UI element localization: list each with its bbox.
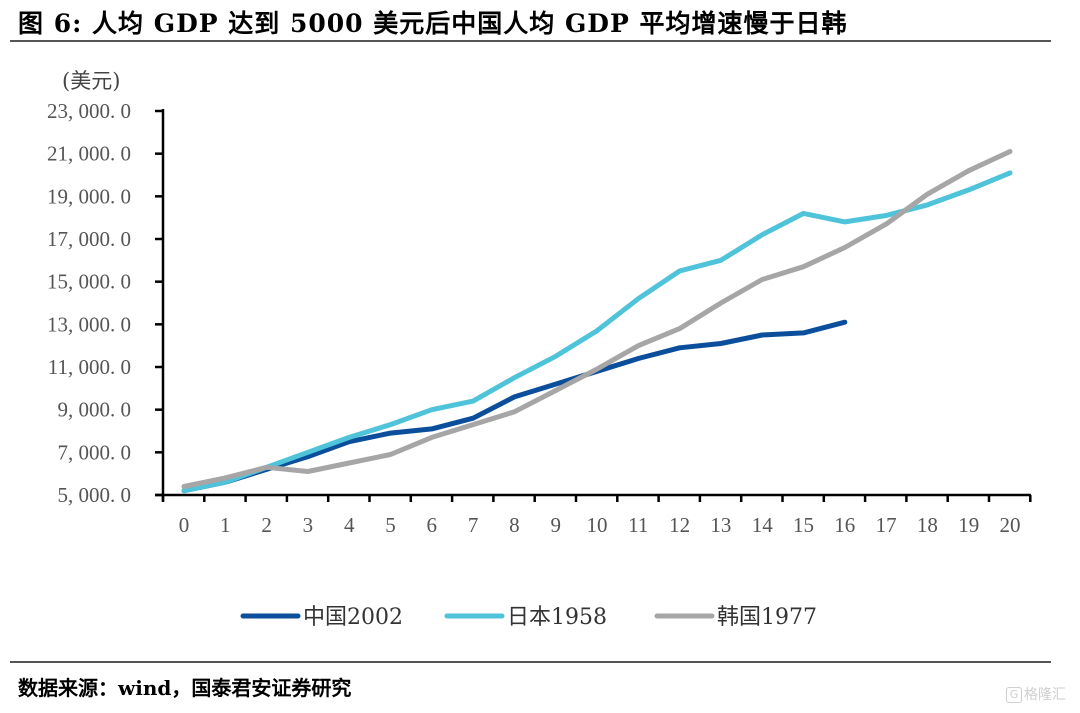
y-tick-label: 23, 000. 0 — [47, 99, 131, 123]
line-chart: (美元) 5, 000. 0 7, 000. 0 9, 000. 0 11, 000.… — [47, 69, 1032, 630]
x-tick-label: 8 — [509, 513, 520, 537]
y-tick-label: 9, 000. 0 — [58, 398, 132, 422]
x-tick-label: 13 — [710, 513, 731, 537]
watermark-text: 格隆汇 — [1024, 687, 1066, 703]
y-tick-label: 13, 000. 0 — [47, 312, 131, 336]
legend-label: 日本1958 — [507, 605, 607, 630]
x-tick-label: 17 — [876, 513, 897, 537]
y-tick-label: 7, 000. 0 — [58, 440, 132, 464]
x-axis-ticks: 0 1 2 3 4 5 6 7 8 9 10 11 12 13 14 15 16 17 18 19 20 — [161, 495, 1032, 537]
x-tick-label: 0 — [179, 513, 190, 537]
figure-title: 图 6: 人均 GDP 达到 5000 美元后中国人均 GDP 平均增速慢于日韩 — [18, 9, 848, 38]
y-tick-label: 15, 000. 0 — [47, 270, 131, 294]
y-tick-label: 11, 000. 0 — [48, 355, 131, 379]
x-tick-label: 19 — [958, 513, 979, 537]
y-axis-ticks: 5, 000. 0 7, 000. 0 9, 000. 0 11, 000. 0 13,… — [47, 99, 163, 507]
series-line-0 — [181, 319, 848, 494]
legend-label: 韩国1977 — [717, 605, 817, 630]
source-note: 数据来源：wind，国泰君安证券研究 — [18, 676, 352, 700]
x-tick-label: 18 — [917, 513, 938, 537]
x-tick-label: 2 — [261, 513, 272, 537]
x-tick-label: 7 — [468, 513, 479, 537]
legend: 中国2002 日本1958 韩国1977 — [240, 605, 817, 630]
x-tick-label: 14 — [752, 513, 774, 537]
x-tick-label: 10 — [587, 513, 608, 537]
series-lines — [181, 149, 1013, 494]
x-tick-label: 3 — [303, 513, 314, 537]
top-divider — [10, 40, 1051, 42]
watermark-logo-icon: G — [1006, 687, 1022, 703]
legend-item[interactable]: 韩国1977 — [654, 605, 817, 630]
y-tick-label: 5, 000. 0 — [58, 483, 132, 507]
bottom-divider — [10, 661, 1051, 663]
legend-item[interactable]: 中国2002 — [240, 605, 403, 630]
x-tick-label: 9 — [550, 513, 561, 537]
x-tick-label: 4 — [344, 513, 355, 537]
axes — [155, 109, 1031, 501]
x-tick-label: 5 — [385, 513, 396, 537]
series-line-1 — [181, 170, 1013, 494]
series-line-2 — [181, 149, 1013, 489]
y-tick-label: 17, 000. 0 — [47, 227, 131, 251]
watermark: G 格隆汇 — [1006, 684, 1066, 704]
x-tick-label: 20 — [1000, 513, 1021, 537]
x-tick-label: 11 — [628, 513, 648, 537]
x-tick-label: 15 — [793, 513, 814, 537]
y-axis-unit-label: (美元) — [62, 69, 120, 93]
y-tick-label: 19, 000. 0 — [47, 184, 131, 208]
x-tick-label: 12 — [669, 513, 690, 537]
x-tick-label: 6 — [427, 513, 438, 537]
x-tick-label: 16 — [834, 513, 855, 537]
legend-item[interactable]: 日本1958 — [444, 605, 607, 630]
legend-label: 中国2002 — [303, 605, 403, 630]
y-tick-label: 21, 000. 0 — [47, 142, 131, 166]
x-tick-label: 1 — [220, 513, 231, 537]
